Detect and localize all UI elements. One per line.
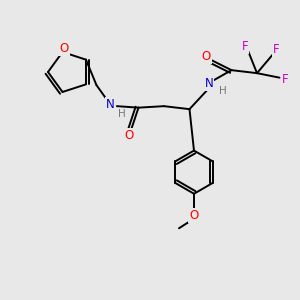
Text: O: O (125, 129, 134, 142)
Text: F: F (282, 73, 289, 86)
Text: F: F (242, 40, 248, 53)
Text: F: F (273, 43, 280, 56)
Text: H: H (118, 109, 126, 119)
Text: N: N (205, 77, 213, 90)
Text: N: N (106, 98, 114, 111)
Text: H: H (219, 86, 226, 96)
Text: O: O (201, 50, 211, 63)
Text: O: O (59, 42, 69, 55)
Text: O: O (189, 209, 199, 222)
